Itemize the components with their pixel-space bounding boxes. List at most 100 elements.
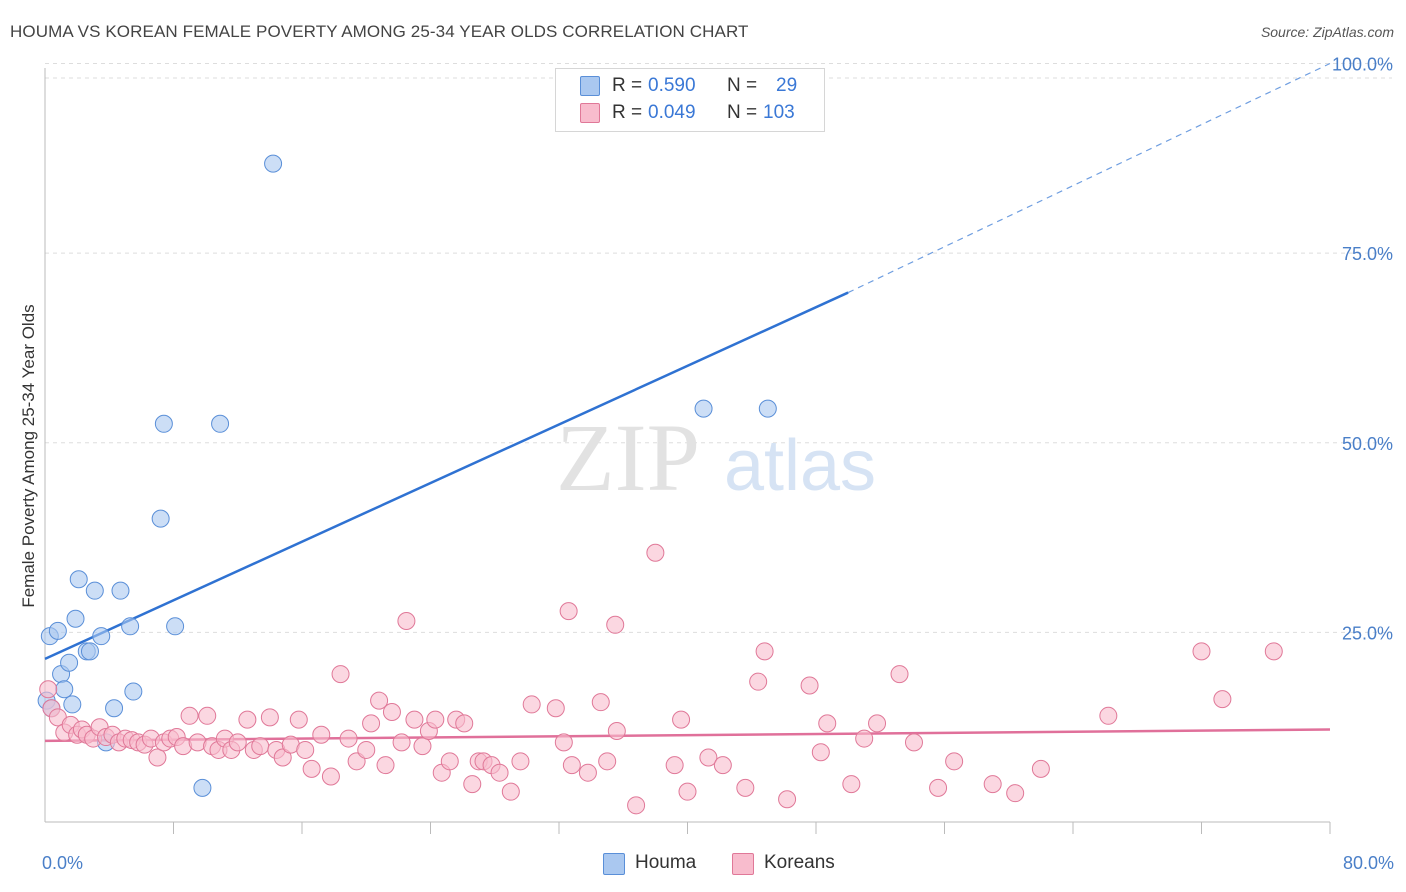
legend-n-label: N =: [727, 75, 758, 96]
tick-labels: 25.0% 50.0% 75.0% 100.0% 0.0% 80.0%: [42, 55, 1394, 874]
point-koreans: [392, 733, 411, 752]
legend-swatch-koreans: [580, 103, 600, 123]
trend-lines: [44, 62, 1331, 743]
point-koreans: [455, 714, 474, 733]
point-koreans: [511, 752, 530, 771]
source-credit: Source: ZipAtlas.com: [1260, 24, 1394, 40]
point-koreans: [376, 756, 395, 775]
point-houma: [151, 509, 170, 528]
point-koreans: [426, 710, 445, 729]
bottom-legend-swatch-houma: [603, 853, 625, 875]
point-houma: [694, 399, 713, 418]
legend-swatch-houma: [580, 76, 600, 96]
point-koreans: [755, 642, 774, 661]
point-koreans: [357, 740, 376, 759]
data-points: [37, 154, 1283, 815]
point-houma: [63, 695, 82, 714]
bottom-legend-swatch-koreans: [732, 853, 754, 875]
point-koreans: [890, 665, 909, 684]
point-koreans: [1264, 642, 1283, 661]
point-koreans: [945, 752, 964, 771]
point-koreans: [1031, 759, 1050, 778]
y-tick-label: 75.0%: [1342, 244, 1393, 264]
point-houma: [111, 581, 130, 600]
point-koreans: [713, 756, 732, 775]
point-koreans: [463, 775, 482, 794]
point-koreans: [1006, 784, 1025, 803]
point-houma: [193, 778, 212, 797]
legend-r-value: 0.049: [648, 102, 696, 123]
point-houma: [758, 399, 777, 418]
watermark-atlas: atlas: [724, 426, 876, 506]
point-koreans: [180, 706, 199, 725]
point-koreans: [591, 693, 610, 712]
point-koreans: [490, 763, 509, 782]
point-koreans: [289, 710, 308, 729]
point-koreans: [855, 729, 874, 748]
y-tick-label: 100.0%: [1332, 55, 1393, 75]
point-koreans: [546, 699, 565, 718]
legend-r-value: 0.590: [648, 75, 696, 96]
point-koreans: [554, 733, 573, 752]
point-koreans: [646, 543, 665, 562]
bottom-legend-label-houma: Houma: [635, 852, 697, 873]
point-koreans: [811, 743, 830, 762]
point-koreans: [39, 680, 58, 699]
point-koreans: [842, 775, 861, 794]
point-houma: [80, 642, 99, 661]
point-koreans: [607, 721, 626, 740]
point-koreans: [260, 708, 279, 727]
point-houma: [166, 617, 185, 636]
chart-title: HOUMA VS KOREAN FEMALE POVERTY AMONG 25-…: [10, 22, 749, 41]
point-koreans: [302, 759, 321, 778]
point-koreans: [1213, 690, 1232, 709]
point-koreans: [672, 710, 691, 729]
point-koreans: [339, 729, 358, 748]
point-houma: [60, 653, 79, 672]
legend-n-value: 29: [776, 75, 798, 96]
watermark: ZIP atlas: [556, 404, 876, 511]
legend-r-label: R =: [612, 102, 643, 123]
point-koreans: [362, 714, 381, 733]
point-koreans: [522, 695, 541, 714]
y-axis-label: Female Poverty Among 25-34 Year Olds: [19, 304, 38, 608]
bottom-legend-label-koreans: Koreans: [764, 852, 835, 873]
gridlines: [45, 63, 1392, 633]
point-houma: [66, 609, 85, 628]
point-koreans: [1099, 706, 1118, 725]
point-koreans: [251, 737, 270, 756]
point-houma: [154, 414, 173, 433]
point-koreans: [736, 778, 755, 797]
point-houma: [121, 617, 140, 636]
watermark-zip: ZIP: [556, 404, 700, 511]
point-koreans: [370, 691, 389, 710]
point-koreans: [983, 775, 1002, 794]
point-houma: [92, 627, 111, 646]
point-houma: [55, 680, 74, 699]
point-koreans: [904, 733, 923, 752]
stats-legend: R = 0.590 N = 29 R = 0.049 N = 103: [555, 68, 825, 132]
legend-r-label: R =: [612, 75, 643, 96]
point-koreans: [296, 740, 315, 759]
point-koreans: [562, 756, 581, 775]
x-tick-label: 0.0%: [42, 853, 83, 873]
point-koreans: [273, 748, 292, 767]
point-koreans: [148, 748, 167, 767]
point-houma: [211, 414, 230, 433]
point-houma: [105, 699, 124, 718]
point-koreans: [198, 706, 217, 725]
point-koreans: [665, 756, 684, 775]
point-houma: [69, 570, 88, 589]
point-koreans: [321, 767, 340, 786]
legend-n-value: 103: [763, 102, 795, 123]
point-koreans: [331, 665, 350, 684]
point-houma: [48, 621, 67, 640]
point-koreans: [778, 790, 797, 809]
point-koreans: [501, 782, 520, 801]
point-koreans: [818, 714, 837, 733]
point-houma: [124, 682, 143, 701]
point-koreans: [749, 672, 768, 691]
y-tick-label: 25.0%: [1342, 623, 1393, 643]
point-koreans: [1192, 642, 1211, 661]
